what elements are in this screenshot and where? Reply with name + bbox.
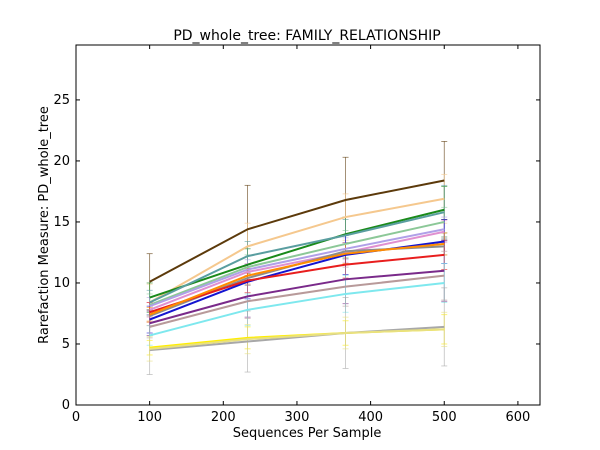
series-line — [149, 220, 445, 306]
series-line — [149, 242, 445, 316]
y-tick-label: 0 — [62, 398, 70, 413]
x-axis-label: Sequences Per Sample — [233, 426, 382, 441]
x-tick-label: 100 — [137, 410, 162, 425]
chart-title: PD_whole_tree: FAMILY_RELATIONSHIP — [173, 28, 440, 44]
x-tick-label: 400 — [358, 410, 383, 425]
x-tick-label: 200 — [211, 410, 236, 425]
plot-frame — [75, 44, 541, 406]
series-line — [149, 179, 445, 283]
y-axis-label: Rarefaction Measure: PD_whole_tree — [37, 106, 52, 344]
series-line — [149, 325, 445, 352]
series-line — [149, 197, 445, 304]
series-line — [149, 253, 445, 314]
series-line — [149, 281, 445, 337]
x-tick-label: 300 — [285, 410, 310, 425]
series-line — [149, 208, 445, 299]
y-tick-label: 25 — [53, 93, 70, 108]
y-tick-label: 20 — [53, 154, 70, 169]
series-line — [149, 211, 445, 304]
x-tick-label: 600 — [505, 410, 530, 425]
y-tick-label: 10 — [53, 276, 70, 291]
plot-area: 0 100 200 300 400 500 600 0 5 10 15 20 25 — [53, 45, 540, 425]
x-tick-label: 0 — [72, 410, 80, 425]
series-line — [149, 230, 445, 311]
series-line — [149, 228, 445, 308]
series-line — [149, 269, 445, 325]
y-tick-label: 15 — [53, 215, 70, 230]
x-tick-label: 500 — [432, 410, 457, 425]
y-tick-label: 5 — [62, 337, 70, 352]
series-line — [149, 328, 445, 350]
series-line — [149, 274, 445, 328]
